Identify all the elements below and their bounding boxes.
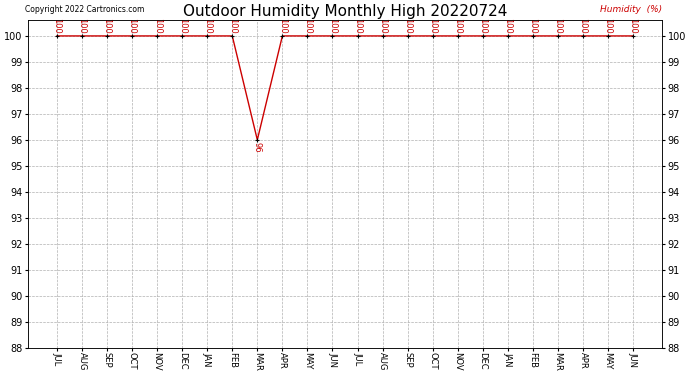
Text: 100: 100	[629, 18, 638, 34]
Text: 100: 100	[328, 18, 337, 34]
Text: 100: 100	[529, 18, 538, 34]
Text: 100: 100	[128, 18, 137, 34]
Text: 100: 100	[403, 18, 412, 34]
Text: 100: 100	[303, 18, 312, 34]
Text: 100: 100	[203, 18, 212, 34]
Text: 100: 100	[453, 18, 462, 34]
Title: Outdoor Humidity Monthly High 20220724: Outdoor Humidity Monthly High 20220724	[183, 4, 507, 19]
Text: 100: 100	[177, 18, 187, 34]
Text: 100: 100	[278, 18, 287, 34]
Text: 100: 100	[578, 18, 587, 34]
Text: 100: 100	[353, 18, 362, 34]
Text: 100: 100	[503, 18, 513, 34]
Text: 100: 100	[478, 18, 487, 34]
Text: 100: 100	[604, 18, 613, 34]
Text: 100: 100	[77, 18, 86, 34]
Text: 100: 100	[103, 18, 112, 34]
Text: Humidity  (%): Humidity (%)	[600, 5, 662, 14]
Text: 100: 100	[428, 18, 437, 34]
Text: 100: 100	[553, 18, 562, 34]
Text: 96: 96	[253, 142, 262, 153]
Text: 100: 100	[152, 18, 161, 34]
Text: 100: 100	[378, 18, 387, 34]
Text: 100: 100	[228, 18, 237, 34]
Text: Copyright 2022 Cartronics.com: Copyright 2022 Cartronics.com	[25, 5, 144, 14]
Text: 100: 100	[52, 18, 61, 34]
